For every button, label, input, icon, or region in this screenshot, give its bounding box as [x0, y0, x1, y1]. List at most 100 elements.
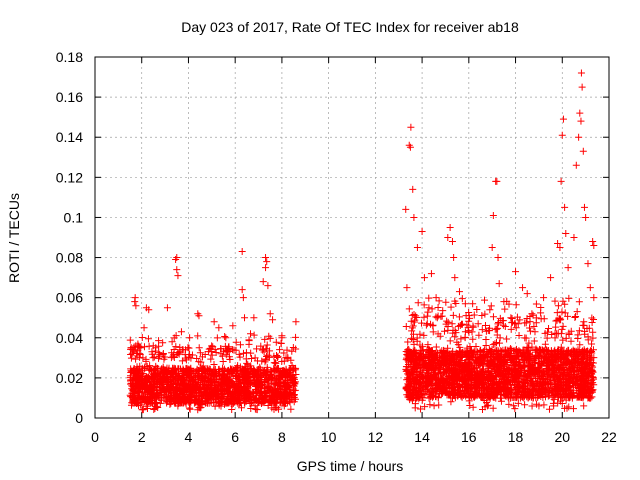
data-point	[429, 372, 437, 380]
data-point	[579, 147, 587, 155]
data-point	[413, 313, 421, 321]
data-point	[576, 349, 584, 357]
data-point	[180, 393, 188, 401]
data-point	[498, 379, 506, 387]
data-point	[140, 396, 148, 404]
data-point	[574, 353, 582, 361]
data-point	[511, 405, 519, 413]
data-point	[545, 374, 553, 382]
data-point	[452, 299, 460, 307]
data-point	[247, 330, 255, 338]
data-point	[280, 349, 288, 357]
data-point	[174, 402, 182, 410]
data-point	[278, 367, 286, 375]
data-point	[418, 227, 426, 235]
data-point	[565, 331, 573, 339]
data-point	[557, 343, 565, 351]
data-point	[422, 321, 430, 329]
data-point	[290, 365, 298, 373]
data-point	[561, 375, 569, 383]
data-point	[235, 396, 243, 404]
data-point	[166, 377, 174, 385]
data-point	[182, 356, 190, 364]
data-point	[411, 400, 419, 408]
data-point	[474, 320, 482, 328]
data-point	[173, 391, 181, 399]
data-point	[161, 353, 169, 361]
data-point	[500, 298, 508, 306]
data-point	[248, 354, 256, 362]
data-point	[448, 238, 456, 246]
data-point	[412, 312, 420, 320]
data-point	[477, 379, 485, 387]
data-point	[223, 375, 231, 383]
data-point	[210, 361, 218, 369]
data-point	[461, 300, 469, 308]
data-point	[548, 370, 556, 378]
data-point	[153, 383, 161, 391]
data-point	[238, 248, 246, 256]
data-point	[146, 392, 154, 400]
data-point	[419, 360, 427, 368]
data-point	[419, 390, 427, 398]
data-point	[552, 387, 560, 395]
data-point	[540, 294, 548, 302]
data-point	[144, 393, 152, 401]
data-point	[179, 365, 187, 373]
data-point	[265, 332, 273, 340]
data-point	[512, 268, 520, 276]
data-point	[503, 335, 511, 343]
data-point	[192, 373, 200, 381]
data-point	[453, 338, 461, 346]
data-point	[559, 297, 567, 305]
data-point	[129, 367, 137, 375]
data-point	[450, 366, 458, 374]
data-point	[241, 377, 249, 385]
data-point	[474, 376, 482, 384]
data-point	[466, 401, 474, 409]
data-point	[522, 346, 530, 354]
data-point	[186, 334, 194, 342]
data-point	[236, 353, 244, 361]
data-point	[478, 356, 486, 364]
data-point	[450, 380, 458, 388]
data-point	[574, 335, 582, 343]
data-point	[174, 272, 182, 280]
data-point	[424, 363, 432, 371]
data-point	[202, 384, 210, 392]
data-point	[219, 357, 227, 365]
data-point	[406, 348, 414, 356]
data-point	[512, 301, 520, 309]
data-point	[567, 389, 575, 397]
data-point	[421, 403, 429, 411]
data-point	[494, 355, 502, 363]
data-point	[426, 401, 434, 409]
data-point	[470, 353, 478, 361]
data-point	[272, 338, 280, 346]
data-point	[444, 326, 452, 334]
data-point	[453, 376, 461, 384]
data-point	[449, 361, 457, 369]
data-point	[270, 398, 278, 406]
data-point	[553, 386, 561, 394]
data-point	[409, 336, 417, 344]
data-point	[544, 388, 552, 396]
data-point	[488, 244, 496, 252]
data-point	[573, 308, 581, 316]
data-point	[572, 161, 580, 169]
data-point	[466, 355, 474, 363]
data-point	[286, 365, 294, 373]
data-point	[457, 335, 465, 343]
data-point	[495, 280, 503, 288]
data-point	[180, 399, 188, 407]
data-point	[195, 344, 203, 352]
data-point	[232, 365, 240, 373]
data-point	[444, 354, 452, 362]
data-point	[202, 399, 210, 407]
data-point	[566, 366, 574, 374]
data-point	[519, 363, 527, 371]
data-point	[588, 314, 596, 322]
data-point	[456, 322, 464, 330]
data-point	[246, 374, 254, 382]
data-point	[417, 405, 425, 413]
